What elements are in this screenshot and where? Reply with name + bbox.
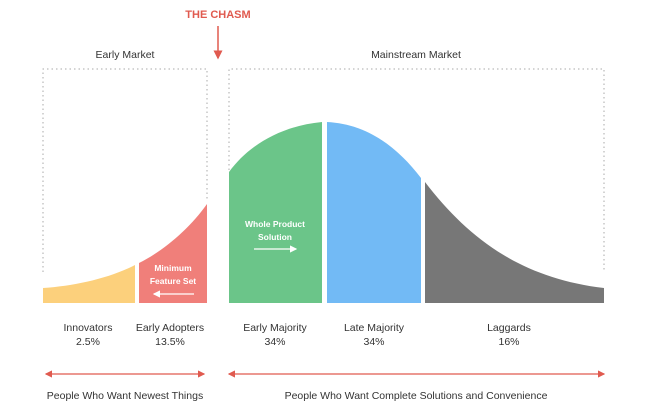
early-adopters-label: Early Adopters: [136, 322, 204, 334]
laggards-label: Laggards: [487, 322, 531, 334]
chasm-label: THE CHASM: [185, 9, 250, 21]
late-majority-share: 34%: [363, 336, 384, 348]
early-majority-label: Early Majority: [243, 322, 307, 334]
minimum-feature-set-line2: Feature Set: [150, 276, 196, 286]
innovators-label: Innovators: [63, 322, 112, 334]
laggards-share: 16%: [498, 336, 519, 348]
whole-product-solution-line2: Solution: [258, 232, 292, 242]
mainstream-market-bracket: [228, 68, 605, 272]
mainstream-market-title: Mainstream Market: [371, 49, 461, 61]
segment-early-adopters: [139, 204, 207, 303]
whole-product-solution-line1: Whole Product: [245, 219, 305, 229]
segment-laggards: [425, 182, 604, 303]
early-majority-share: 34%: [264, 336, 285, 348]
innovators-share: 2.5%: [76, 336, 100, 348]
minimum-feature-set-line1: Minimum: [154, 263, 192, 273]
early-adopters-share: 13.5%: [155, 336, 185, 348]
early-audience-label: People Who Want Newest Things: [47, 390, 203, 402]
segment-early-majority: [229, 122, 322, 303]
late-majority-label: Late Majority: [344, 322, 405, 334]
segment-late-majority: [327, 122, 421, 303]
early-market-bracket: [42, 68, 208, 272]
mainstream-audience-label: People Who Want Complete Solutions and C…: [285, 390, 548, 402]
early-market-title: Early Market: [96, 49, 155, 61]
segment-innovators: [43, 265, 135, 303]
